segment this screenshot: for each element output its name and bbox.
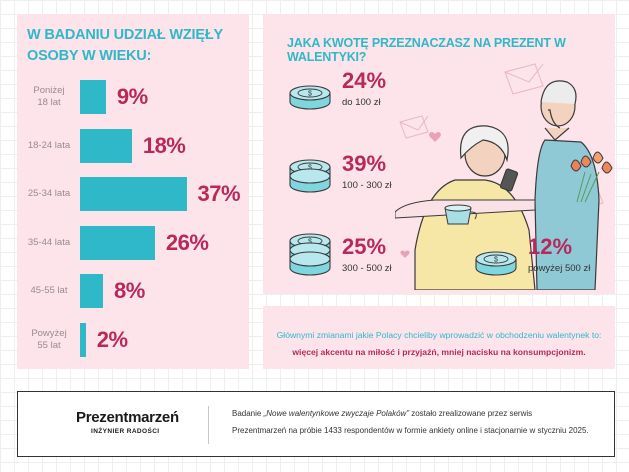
amount-category-label: 100 - 300 zł [342, 180, 392, 191]
age-category-label-line: 35-44 lata [27, 236, 71, 248]
age-category-label-line: 25-34 lata [27, 188, 71, 199]
age-chart-title: W BADANIU UDZIAŁ WZIĘŁY OSOBY W WIEKU: [27, 27, 223, 64]
age-bar [80, 274, 104, 308]
coin-stack-icon: $ [289, 233, 331, 276]
age-value-label: 9% [116, 84, 148, 109]
amount-category-label: 300 - 500 zł [342, 263, 392, 274]
age-category-label-line: 18-24 lata [27, 139, 71, 151]
age-bar [80, 322, 86, 357]
age-bar [80, 128, 132, 163]
age-category-label: Powyżej 55 lat [20, 328, 78, 352]
coin-stack-icon: $ [289, 159, 331, 193]
brand-logo: Prezentmarzeń [76, 409, 179, 426]
amount-value-label: 25% [342, 234, 387, 259]
note-panel [263, 306, 615, 369]
age-value-label: 2% [96, 326, 128, 352]
footer: Prezentmarzeń INŻYNIER RADOŚCI Badanie „… [17, 391, 615, 457]
age-value-label: 37% [197, 181, 241, 206]
amount-value-label: 24% [342, 68, 387, 93]
study-title: „Nowe walentynkowe zwyczaje Polaków” [263, 409, 409, 418]
age-bar [80, 177, 187, 211]
age-category-label: 18-24 lata [20, 140, 78, 152]
footer-text-1: Badanie „Nowe walentynkowe zwyczaje Pola… [232, 409, 532, 418]
amount-chart-title: JAKA KWOTĘ PRZEZNACZASZ NA PREZENT W WAL… [287, 36, 566, 64]
amount-value-label: 12% [528, 234, 573, 259]
note-line-2: więcej akcentu na miłość i przyjaźń, mni… [292, 347, 586, 357]
age-value-label: 18% [142, 132, 186, 158]
amount-category-label: do 100 zł [342, 97, 381, 108]
coin-stack-icon: $ [475, 251, 517, 276]
age-bar [80, 225, 155, 260]
age-category-label: 25-34 lata [20, 188, 78, 200]
age-category-label-line: 18 lat [37, 97, 61, 108]
footer-divider [208, 406, 209, 444]
amount-category-label: powyżej 500 zł [528, 263, 591, 274]
age-category-label-line: 45-55 lat [30, 285, 68, 296]
footer-text-2: Prezentmarzeń na próbie 1433 respondentó… [232, 426, 589, 435]
amount-value-label: 39% [342, 151, 387, 176]
age-category-label: 45-55 lat [20, 285, 78, 297]
age-category-label: Poniżej 18 lat [20, 85, 78, 109]
age-category-label-line: 55 lat [37, 339, 61, 351]
footer-text-1-prefix: Badanie [232, 409, 264, 418]
age-value-label: 26% [165, 229, 209, 255]
svg-text:$: $ [494, 257, 498, 264]
brand-tagline: INŻYNIER RADOŚCI [91, 428, 160, 435]
note-line-1: Głównymi zmianami jakie Polacy chcieliby… [276, 330, 602, 340]
age-category-label-line: Powyżej [31, 327, 67, 339]
svg-text:$: $ [308, 239, 312, 246]
age-bar [80, 80, 106, 114]
footer-text-1-suffix: zostało zrealizowane przez serwis [408, 409, 533, 418]
age-category-label-line: Poniżej [33, 85, 65, 96]
coin-stack-icon: $ [289, 85, 331, 110]
svg-text:$: $ [308, 165, 312, 172]
svg-text:$: $ [308, 91, 312, 98]
age-category-label: 35-44 lata [20, 237, 78, 249]
age-value-label: 8% [114, 278, 145, 303]
